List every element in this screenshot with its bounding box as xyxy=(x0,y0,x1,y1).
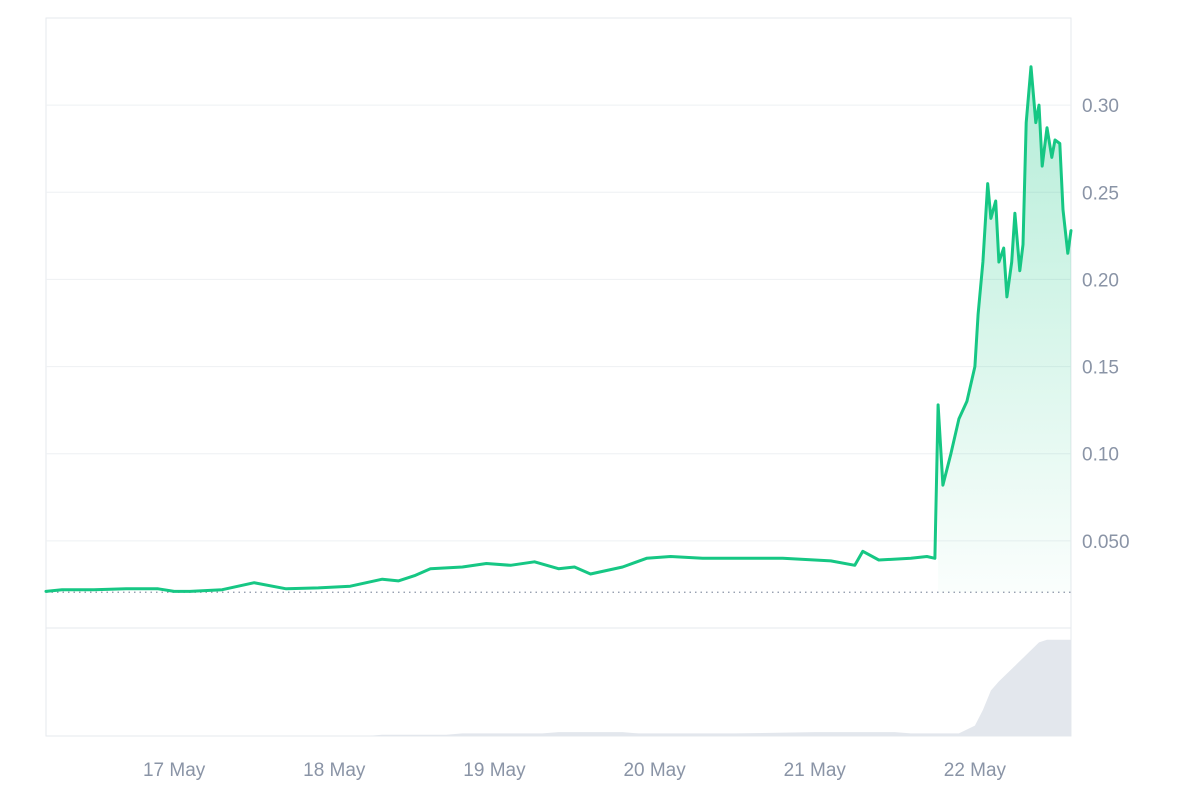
y-tick-label: 0.050 xyxy=(1082,532,1130,553)
x-tick-label: 21 May xyxy=(784,760,847,781)
volume-area xyxy=(46,639,1071,736)
price-line xyxy=(44,65,1073,593)
x-tick-label: 22 May xyxy=(944,760,1007,781)
grid-lines xyxy=(46,104,1071,542)
x-axis-tick-labels: 17 May 18 May 19 May 20 May 21 May 22 May xyxy=(143,760,1007,781)
x-tick-label: 17 May xyxy=(143,760,206,781)
y-axis-tick-labels: 0.050 0.10 0.15 0.20 0.25 0.30 xyxy=(1082,96,1130,553)
y-tick-label: 0.30 xyxy=(1082,96,1119,117)
x-tick-label: 19 May xyxy=(463,760,526,781)
y-tick-label: 0.10 xyxy=(1082,445,1119,466)
volume-bars xyxy=(46,639,1071,736)
y-tick-label: 0.20 xyxy=(1082,270,1119,291)
price-area xyxy=(938,66,1071,593)
y-tick-label: 0.25 xyxy=(1082,183,1119,204)
y-tick-label: 0.15 xyxy=(1082,358,1119,379)
x-tick-label: 18 May xyxy=(303,760,366,781)
x-tick-label: 20 May xyxy=(623,760,686,781)
